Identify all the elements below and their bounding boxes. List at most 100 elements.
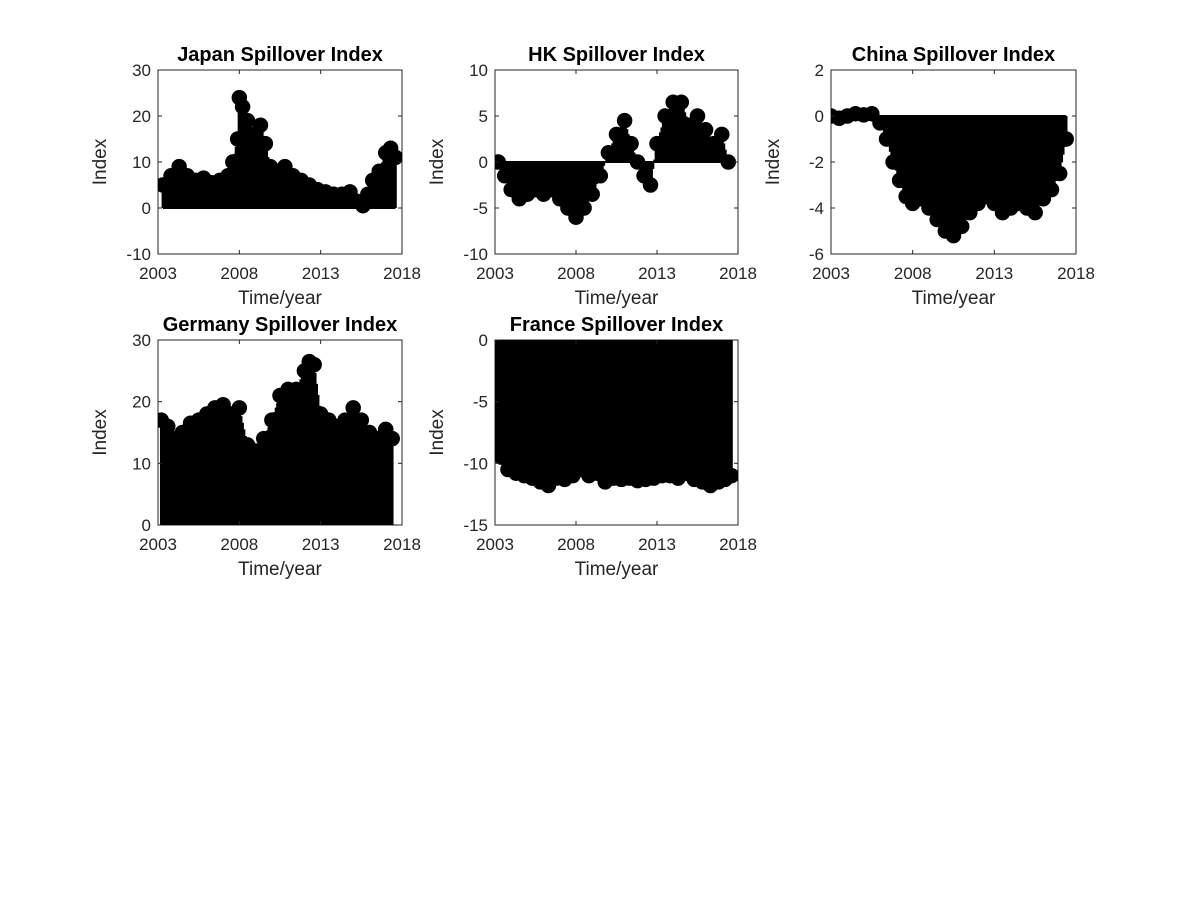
hk-data-point [608,126,625,143]
japan-spillover-panel: 2003 2008 2013 2018 -10 0 10 20 30 Japan Spillove… [90,44,421,309]
hk-data-point [623,135,639,152]
france-xtick-label: 2013 [638,535,676,554]
china-data-layer [831,105,1074,244]
hk-data-point [689,108,706,124]
japan-data-point [257,135,274,152]
hk-x-axis-label: Time/year [575,288,659,309]
japan-data-point [225,154,241,170]
hk-ytick-label: -5 [473,199,488,218]
hk-data-point [629,154,646,170]
france-xtick-label: 2008 [557,535,595,554]
hk-xtick-label: 2008 [557,264,595,283]
china-data-point [1043,181,1060,198]
japan-xtick-label: 2018 [383,264,421,283]
hk-data-point [697,122,714,138]
germany-y-axis-label: Index [90,409,111,456]
hk-ytick-label: -10 [463,245,488,264]
japan-data-point [229,131,246,147]
japan-ytick-label: 30 [132,61,151,80]
germany-data-point [247,443,264,459]
japan-chart-title: Japan Spillover Index [177,44,383,66]
japan-xtick-label: 2008 [220,264,258,283]
germany-ytick-label: 30 [132,331,151,350]
germany-xtick-label: 2018 [383,535,421,554]
hk-data-point [496,168,513,184]
hk-data-point [714,126,730,143]
hk-data-point [649,135,665,152]
china-data-point [929,211,945,228]
hk-data-point [720,154,737,170]
hk-data-point [616,112,633,129]
germany-x-axis-label: Time/year [238,559,322,580]
germany-ytick-label: 20 [132,393,151,412]
hk-y-axis-label: Index [427,138,448,185]
japan-data-layer [158,89,402,214]
hk-data-point [584,186,600,202]
france-ytick-label: -5 [473,393,488,412]
china-ytick-label: -6 [809,245,824,264]
germany-data-layer [158,353,400,525]
germany-data-point [288,381,305,398]
japan-ytick-label: -10 [126,245,151,264]
france-ytick-label: 0 [479,331,488,350]
china-xtick-label: 2003 [812,264,850,283]
france-spillover-panel: 2003 2008 2013 2018 -15 -10 -5 0 France Spillove… [427,314,757,580]
hk-data-point [576,200,592,216]
france-chart-title: France Spillover Index [510,314,723,336]
germany-chart-title: Germany Spillover Index [163,314,398,336]
germany-ytick-label: 0 [142,516,151,535]
japan-y-axis-label: Index [90,138,111,185]
japan-xtick-label: 2013 [302,264,340,283]
china-spillover-panel: 2003 2008 2013 2018 -6 -4 -2 0 2 China Spillover … [763,44,1095,309]
hk-data-point [657,108,673,124]
germany-data-point [337,412,353,428]
china-x-axis-label: Time/year [912,288,996,309]
france-data-point [723,467,738,484]
china-data-point [953,218,970,235]
hk-data-point [600,145,617,161]
japan-data-point [371,163,387,179]
hk-xtick-label: 2003 [476,264,514,283]
japan-ytick-label: 0 [142,199,151,218]
china-chart-title: China Spillover Index [852,44,1055,66]
china-data-point [1027,204,1043,221]
france-ytick-label: -10 [463,454,488,473]
france-x-axis-label: Time/year [575,559,659,580]
germany-data-point [264,412,280,428]
hk-xtick-label: 2013 [638,264,676,283]
japan-data-point [220,168,236,184]
china-ytick-label: -2 [809,153,824,172]
germany-xtick-label: 2013 [302,535,340,554]
germany-xtick-label: 2008 [220,535,258,554]
hk-spillover-panel: 2003 2008 2013 2018 -10 -5 0 5 10 HK Spillover In… [427,44,757,309]
china-data-point [891,172,908,189]
france-data-point [495,449,510,465]
japan-ytick-label: 10 [132,153,151,172]
france-xtick-label: 2003 [476,535,514,554]
germany-data-point [255,430,272,447]
japan-xtick-label: 2003 [139,264,177,283]
china-data-point [885,154,901,170]
china-data-point [872,115,888,131]
hk-ytick-label: 10 [469,61,488,80]
japan-ytick-label: 20 [132,107,151,126]
france-data-layer [495,340,738,494]
china-xtick-label: 2008 [894,264,932,283]
hk-ytick-label: 0 [479,153,488,172]
germany-ytick-label: 10 [132,454,151,473]
japan-data-point [239,112,256,129]
china-xtick-label: 2013 [975,264,1013,283]
japan-data-point [360,186,376,202]
hk-chart-title: HK Spillover Index [528,44,705,66]
hk-ytick-label: 5 [479,107,488,126]
china-ytick-label: 2 [815,61,824,80]
germany-data-point [384,430,400,447]
china-y-axis-label: Index [763,138,784,185]
hk-data-layer [495,94,737,225]
france-ytick-label: -15 [463,516,488,535]
france-data-point [495,437,503,453]
japan-x-axis-label: Time/year [238,288,322,309]
hk-data-point [592,168,609,184]
france-xtick-label: 2018 [719,535,757,554]
germany-data-point [345,400,361,416]
